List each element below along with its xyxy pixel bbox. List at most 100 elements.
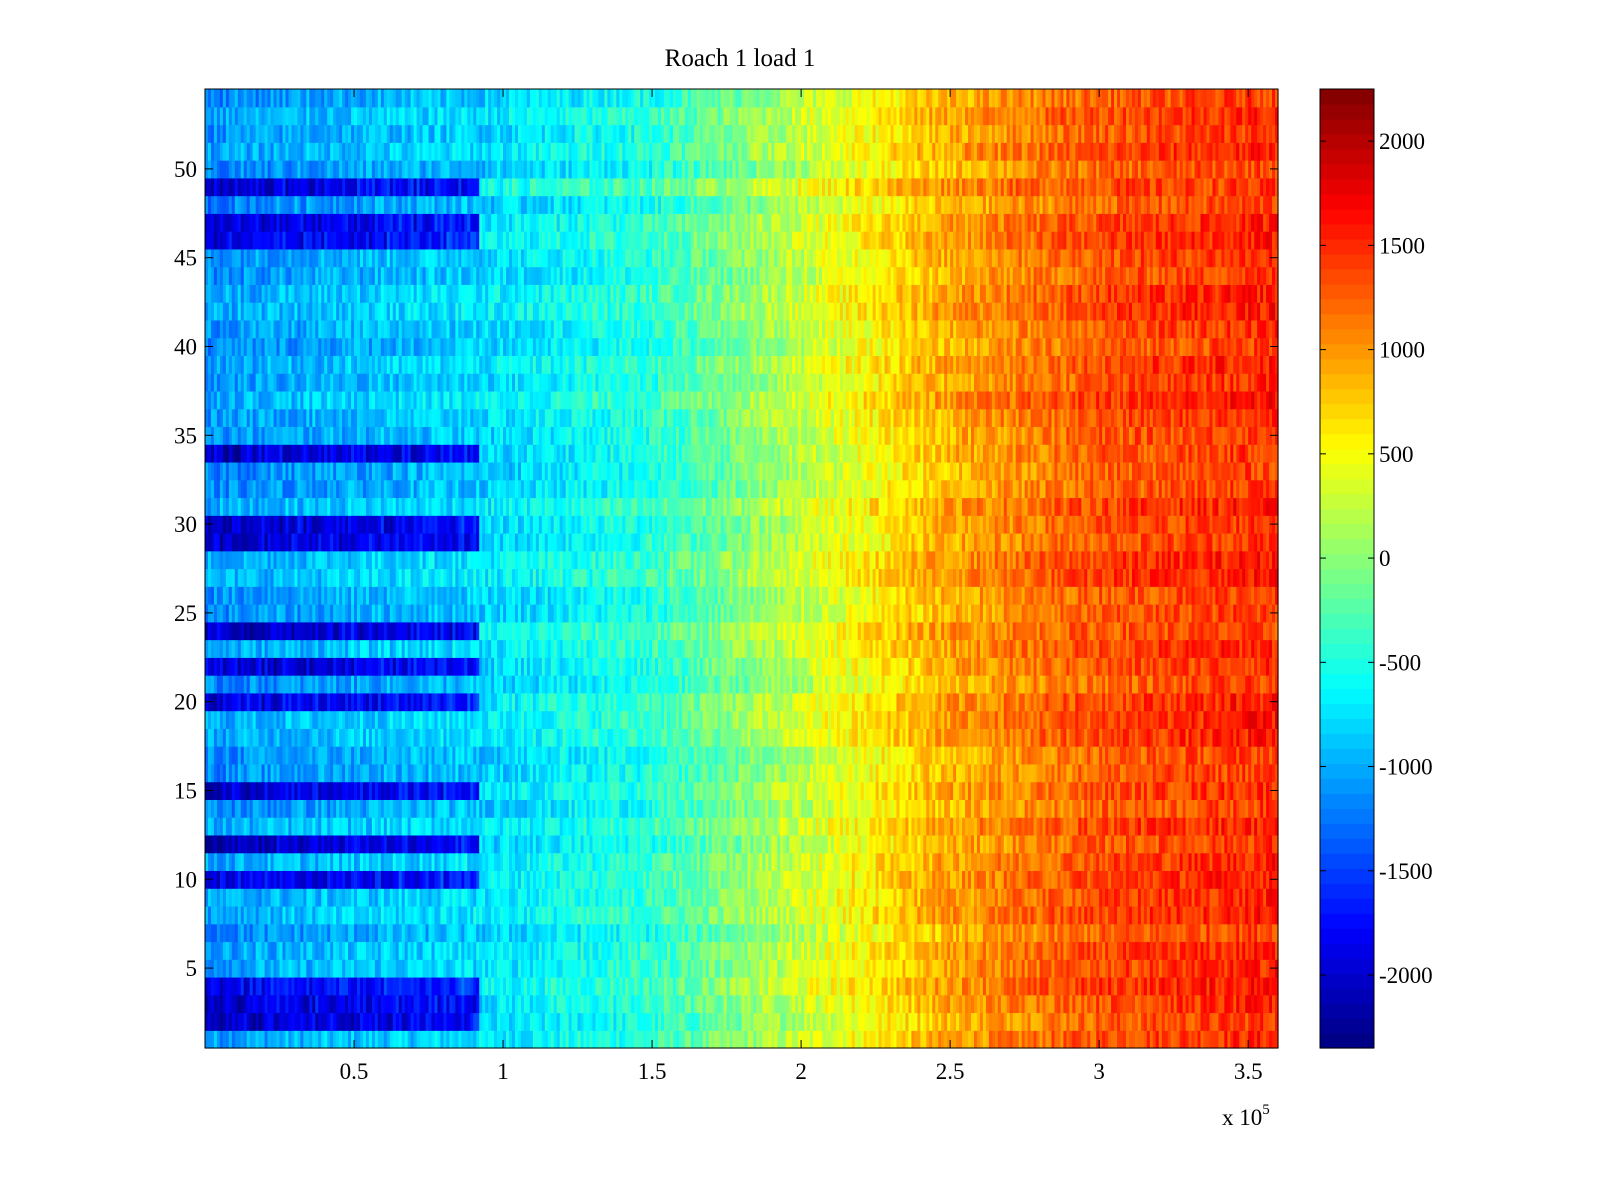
heatmap-cell: [765, 959, 769, 978]
heatmap-cell: [351, 923, 355, 943]
heatmap-cell: [476, 959, 480, 978]
heatmap-cell: [398, 959, 403, 978]
heatmap-cell: [494, 923, 498, 943]
heatmap-cell: [795, 994, 799, 1014]
heatmap-cell: [1167, 1030, 1172, 1049]
heatmap-cell: [1015, 994, 1020, 1014]
heatmap-cell: [526, 959, 531, 978]
heatmap-cell: [488, 941, 492, 960]
heatmap-cell: [953, 941, 957, 960]
heatmap-cell: [783, 1030, 787, 1049]
heatmap-cell: [1128, 941, 1133, 960]
heatmap-cell: [821, 1012, 826, 1031]
heatmap-cell: [1036, 1030, 1041, 1049]
heatmap-cell: [1206, 959, 1211, 978]
heatmap-cell: [523, 1012, 528, 1031]
heatmap-cell: [789, 959, 793, 978]
heatmap-cell: [783, 923, 787, 943]
heatmap-cell: [1072, 941, 1076, 960]
heatmap-cell: [595, 941, 600, 960]
heatmap-cell: [1057, 941, 1062, 960]
heatmap-cell: [824, 994, 829, 1014]
heatmap-cell: [1012, 976, 1017, 996]
heatmap-cell: [240, 923, 245, 943]
heatmap-cell: [446, 994, 451, 1014]
heatmap-cell: [681, 923, 686, 943]
heatmap-cell: [330, 905, 334, 925]
heatmap-cell: [789, 1030, 793, 1049]
heatmap-cell: [315, 994, 319, 1014]
heatmap-cell: [1170, 976, 1175, 996]
heatmap-cell: [577, 923, 582, 943]
heatmap-cell: [500, 1012, 504, 1031]
heatmap-cell: [318, 1030, 322, 1049]
heatmap-cell: [1012, 941, 1017, 960]
heatmap-cell: [959, 1012, 963, 1031]
heatmap-cell: [401, 923, 406, 943]
heatmap-cell: [598, 1030, 603, 1049]
heatmap-cell: [872, 1012, 877, 1031]
heatmap-cell: [1057, 1030, 1062, 1049]
heatmap-cell: [994, 1030, 999, 1049]
heatmap-cell: [720, 923, 725, 943]
heatmap-cell: [622, 941, 626, 960]
heatmap-cell: [991, 994, 996, 1014]
heatmap-cell: [887, 976, 892, 996]
heatmap-cell: [517, 923, 522, 943]
heatmap-cell: [330, 976, 334, 996]
heatmap-cell: [756, 923, 760, 943]
heatmap-cell: [711, 994, 716, 1014]
heatmap-cell: [899, 923, 904, 943]
heatmap-cell: [213, 1030, 218, 1049]
heatmap-cell: [720, 1012, 725, 1031]
heatmap-cell: [449, 941, 453, 960]
heatmap-cell: [219, 959, 224, 978]
heatmap-cell: [288, 959, 293, 978]
heatmap-cell: [690, 976, 695, 996]
heatmap-cell: [1030, 976, 1035, 996]
heatmap-cell: [771, 941, 775, 960]
heatmap-cell: [917, 959, 921, 978]
heatmap-cell: [279, 1012, 284, 1031]
heatmap-cell: [658, 976, 662, 996]
heatmap-cell: [732, 941, 737, 960]
heatmap-cell: [696, 1012, 701, 1031]
heatmap-cell: [789, 923, 793, 943]
heatmap-cell: [270, 1030, 275, 1049]
heatmap-cell: [497, 923, 501, 943]
heatmap-cell: [887, 1012, 892, 1031]
heatmap-cell: [699, 1012, 704, 1031]
heatmap-cell: [562, 959, 567, 978]
heatmap-cell: [1075, 1012, 1079, 1031]
heatmap-cell: [845, 976, 850, 996]
heatmap-cell: [1179, 1012, 1184, 1031]
heatmap-cell: [1000, 1030, 1005, 1049]
heatmap-cell: [261, 905, 266, 925]
heatmap-cell: [732, 994, 737, 1014]
heatmap-cell: [738, 1030, 743, 1049]
heatmap-cell: [1158, 976, 1163, 996]
heatmap-cell: [911, 994, 915, 1014]
heatmap-cell: [932, 941, 936, 960]
heatmap-cell: [309, 1030, 313, 1049]
heatmap-cell: [756, 1030, 760, 1049]
heatmap-cell: [273, 976, 278, 996]
heatmap-cell: [991, 923, 996, 943]
heatmap-cell: [866, 976, 871, 996]
heatmap-cell: [1009, 976, 1014, 996]
heatmap-cell: [1090, 941, 1094, 960]
heatmap-cell: [535, 959, 540, 978]
heatmap-cell: [786, 941, 790, 960]
heatmap-cell: [306, 994, 310, 1014]
heatmap-cell: [816, 994, 820, 1014]
heatmap-cell: [1036, 994, 1041, 1014]
heatmap-cell: [1185, 976, 1190, 996]
heatmap-cell: [744, 1012, 749, 1031]
heatmap-cell: [216, 1012, 221, 1031]
heatmap-cell: [1218, 976, 1222, 996]
heatmap-cell: [771, 976, 775, 996]
heatmap-cell: [371, 923, 376, 943]
heatmap-cell: [711, 976, 716, 996]
heatmap-cell: [1242, 1012, 1246, 1031]
heatmap-cell: [753, 1030, 757, 1049]
